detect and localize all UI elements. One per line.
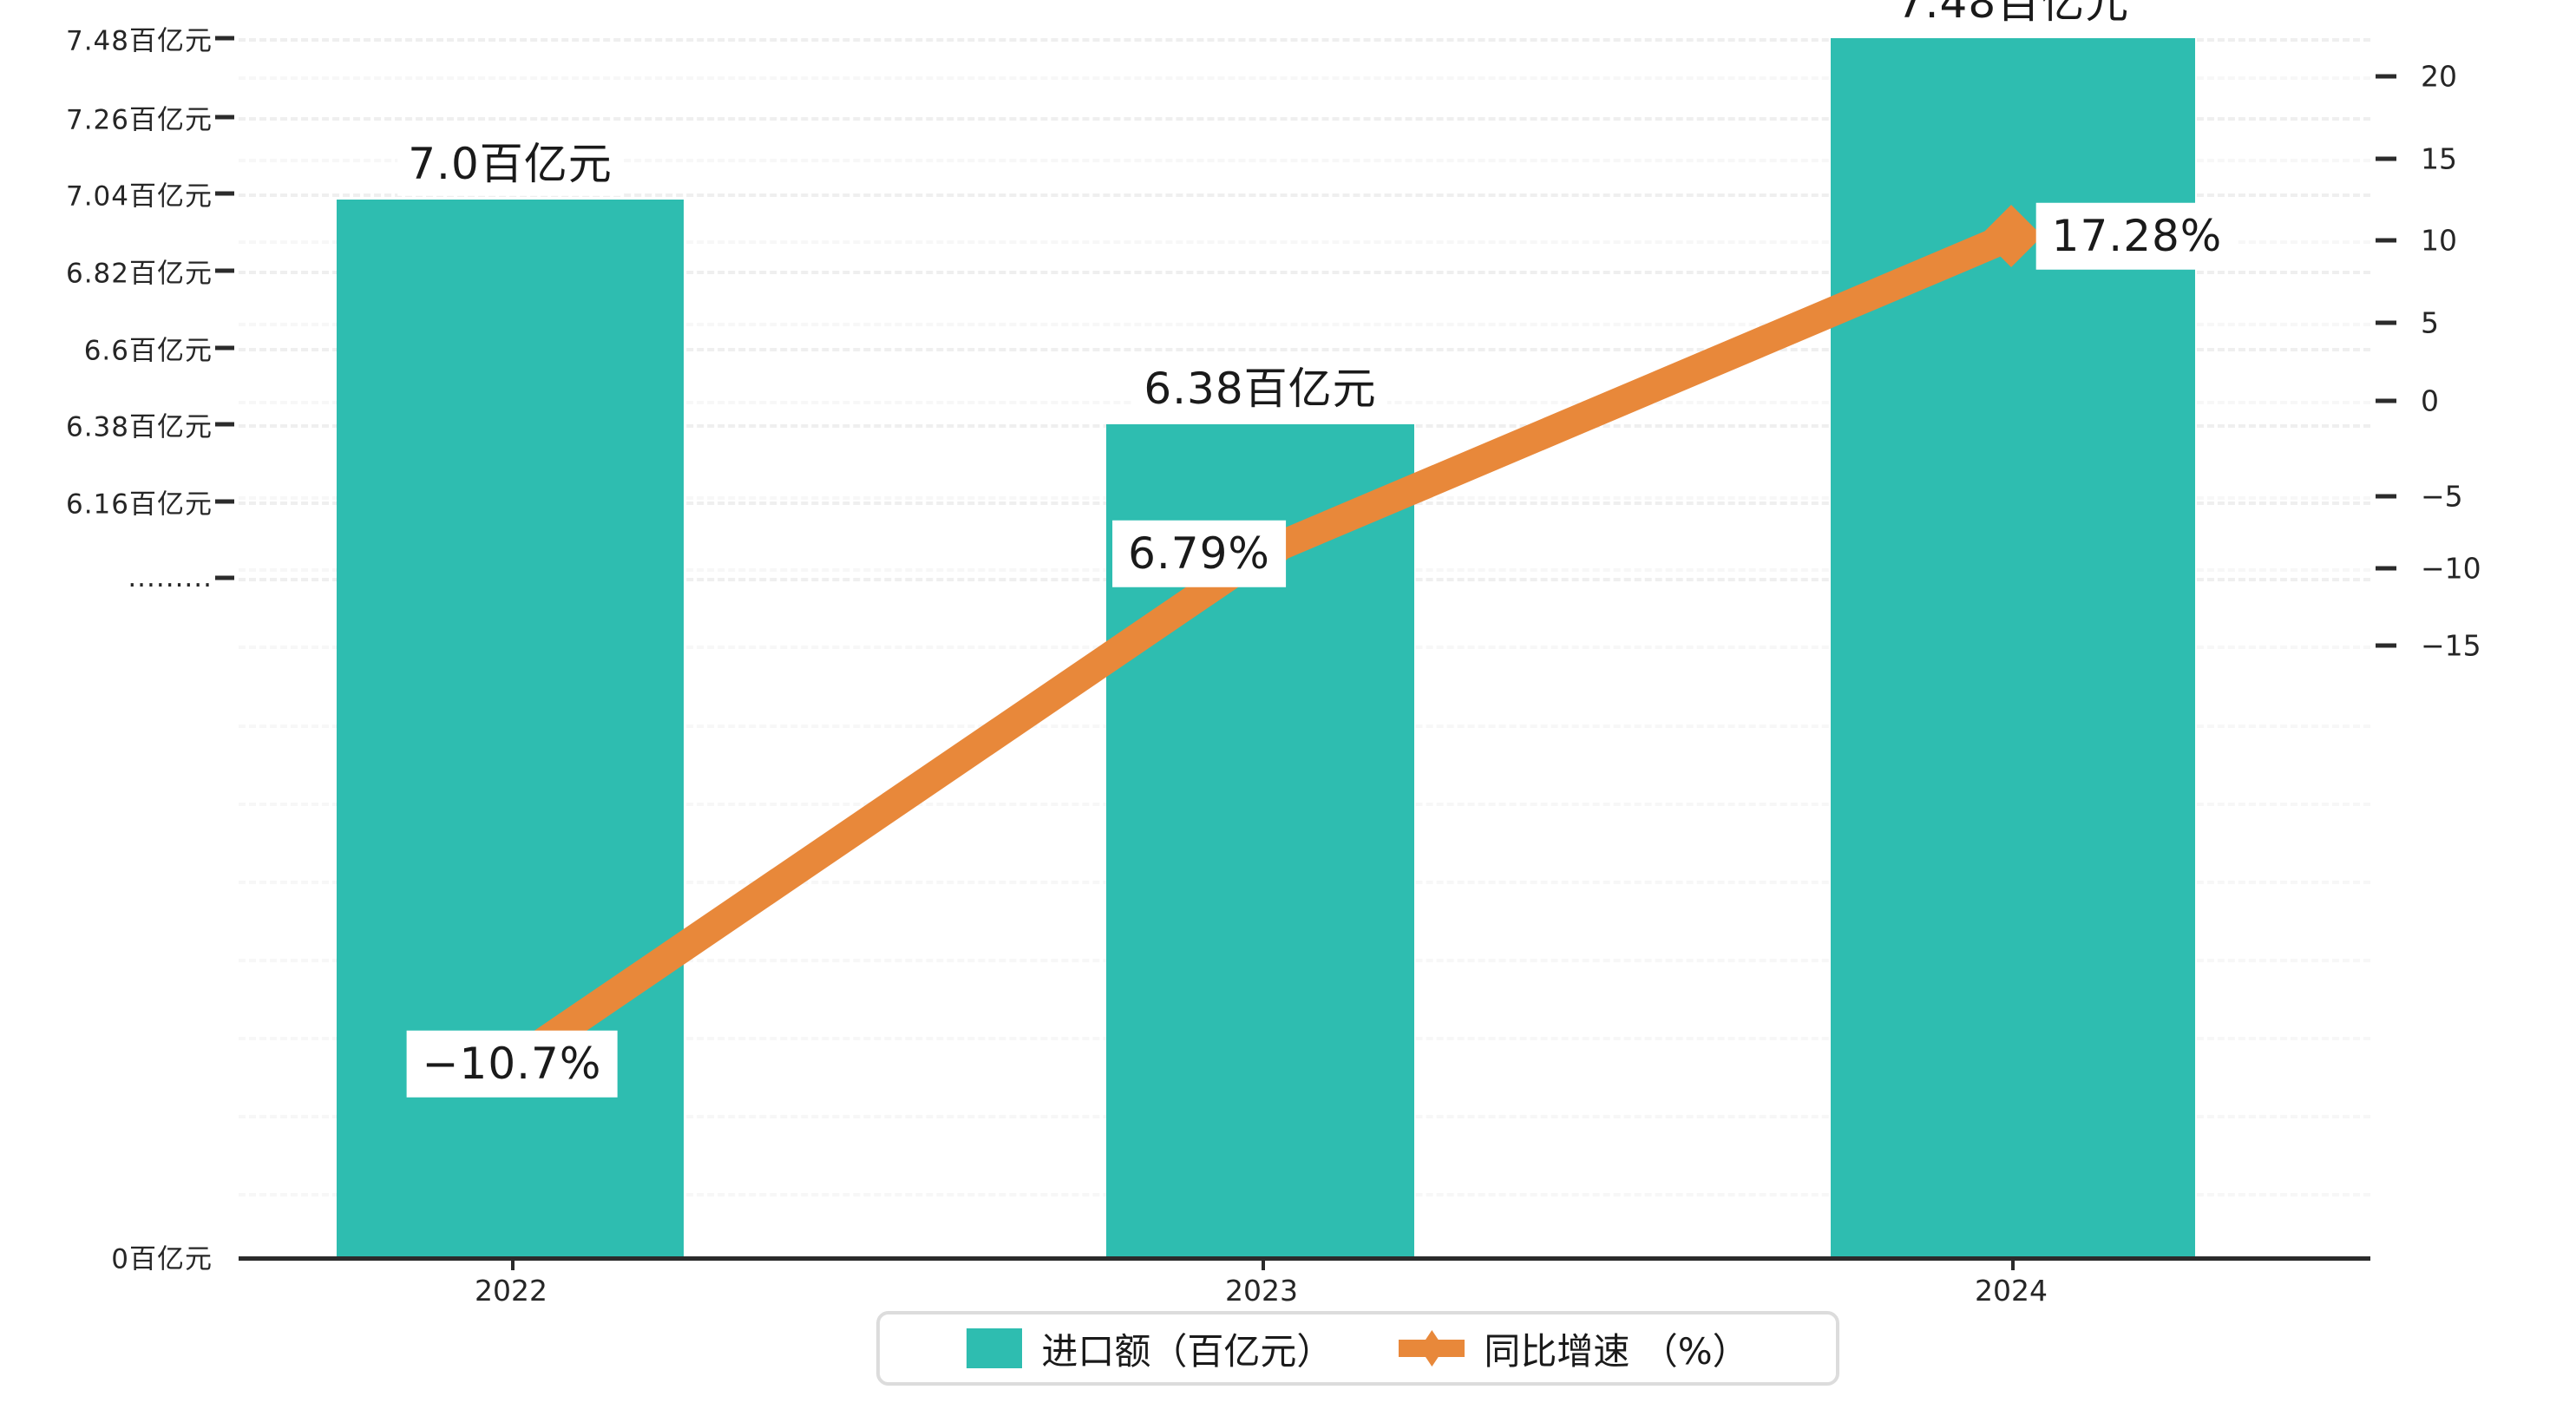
- x-axis-label-2023: 2023: [1225, 1274, 1298, 1308]
- bar-value-label-2022: 7.0百亿元: [397, 137, 623, 196]
- y-axis-left-label: 7.04百亿元: [65, 180, 213, 213]
- x-axis-tick: [511, 1256, 515, 1270]
- y-axis-right-label: −5: [2421, 479, 2463, 514]
- gridline-major: [239, 193, 2370, 197]
- y-axis-right-label: −10: [2421, 551, 2481, 586]
- legend-item-import-amount[interactable]: 进口额（百亿元）: [967, 1322, 1333, 1375]
- y-axis-left-label: 6.6百亿元: [83, 335, 213, 367]
- y-axis-left-label: 6.16百亿元: [65, 488, 213, 521]
- y-axis-left-label: 0百亿元: [111, 1243, 213, 1275]
- y-axis-right-label: 5: [2421, 305, 2439, 340]
- gridline-minor: [239, 159, 2370, 162]
- line-value-label-2024: 17.28%: [2035, 202, 2238, 270]
- bar-swatch-icon: [967, 1328, 1023, 1368]
- gridline-major: [239, 117, 2370, 121]
- bar-value-label-2024: 7.48百亿元: [1885, 0, 2140, 35]
- line-swatch-icon: [1399, 1328, 1465, 1368]
- x-axis-label-2024: 2024: [1975, 1274, 2048, 1308]
- y-axis-left-label: 6.38百亿元: [65, 411, 213, 443]
- x-axis-label-2022: 2022: [475, 1274, 547, 1308]
- legend-label-growth-rate: 同比增速 （%）: [1484, 1329, 1749, 1373]
- y-axis-left-tick: [215, 575, 234, 580]
- x-axis-tick: [1262, 1256, 1265, 1270]
- y-axis-right-tick: [2376, 74, 2396, 79]
- bar-value-label-2023: 6.38百亿元: [1133, 362, 1387, 421]
- y-axis-left-tick: [215, 268, 234, 273]
- y-axis-right-tick: [2376, 643, 2396, 648]
- y-axis-right-label: 0: [2421, 384, 2439, 418]
- line-value-label-2023: 6.79%: [1112, 520, 1286, 587]
- x-axis-tick: [2011, 1256, 2015, 1270]
- bar-2022[interactable]: [337, 200, 684, 1256]
- y-axis-left-label: 7.48百亿元: [65, 25, 213, 57]
- y-axis-right-tick: [2376, 566, 2396, 571]
- y-axis-left-tick: [215, 499, 234, 504]
- y-axis-right-tick: [2376, 156, 2396, 161]
- y-axis-left-tick: [215, 36, 234, 41]
- y-axis-right-tick: [2376, 398, 2396, 403]
- y-axis-right-label: 15: [2421, 141, 2457, 176]
- y-axis-left-tick: [215, 345, 234, 351]
- y-axis-left-tick: [215, 422, 234, 427]
- y-axis-left-tick: [215, 191, 234, 196]
- y-axis-left-label: 7.26百亿元: [65, 104, 213, 136]
- legend-item-growth-rate[interactable]: 同比增速 （%）: [1399, 1322, 1749, 1375]
- y-axis-right-tick: [2376, 494, 2396, 499]
- y-axis-left-label: .........: [128, 562, 213, 593]
- gridline-major: [239, 38, 2370, 42]
- y-axis-right-tick: [2376, 238, 2396, 243]
- legend-label-import-amount: 进口额（百亿元）: [1041, 1329, 1334, 1373]
- gridline-minor: [239, 76, 2370, 80]
- y-axis-right-label: −15: [2421, 628, 2481, 663]
- x-axis-baseline: [239, 1256, 2370, 1261]
- y-axis-left-label: 6.82百亿元: [65, 258, 213, 290]
- y-axis-right-label: 10: [2421, 223, 2457, 258]
- y-axis-right-label: 20: [2421, 59, 2457, 94]
- y-axis-right-tick: [2376, 320, 2396, 325]
- line-value-label-2022: −10.7%: [406, 1030, 618, 1098]
- y-axis-left-tick: [215, 115, 234, 120]
- chart-legend[interactable]: 进口额（百亿元） 同比增速 （%）: [876, 1311, 1839, 1386]
